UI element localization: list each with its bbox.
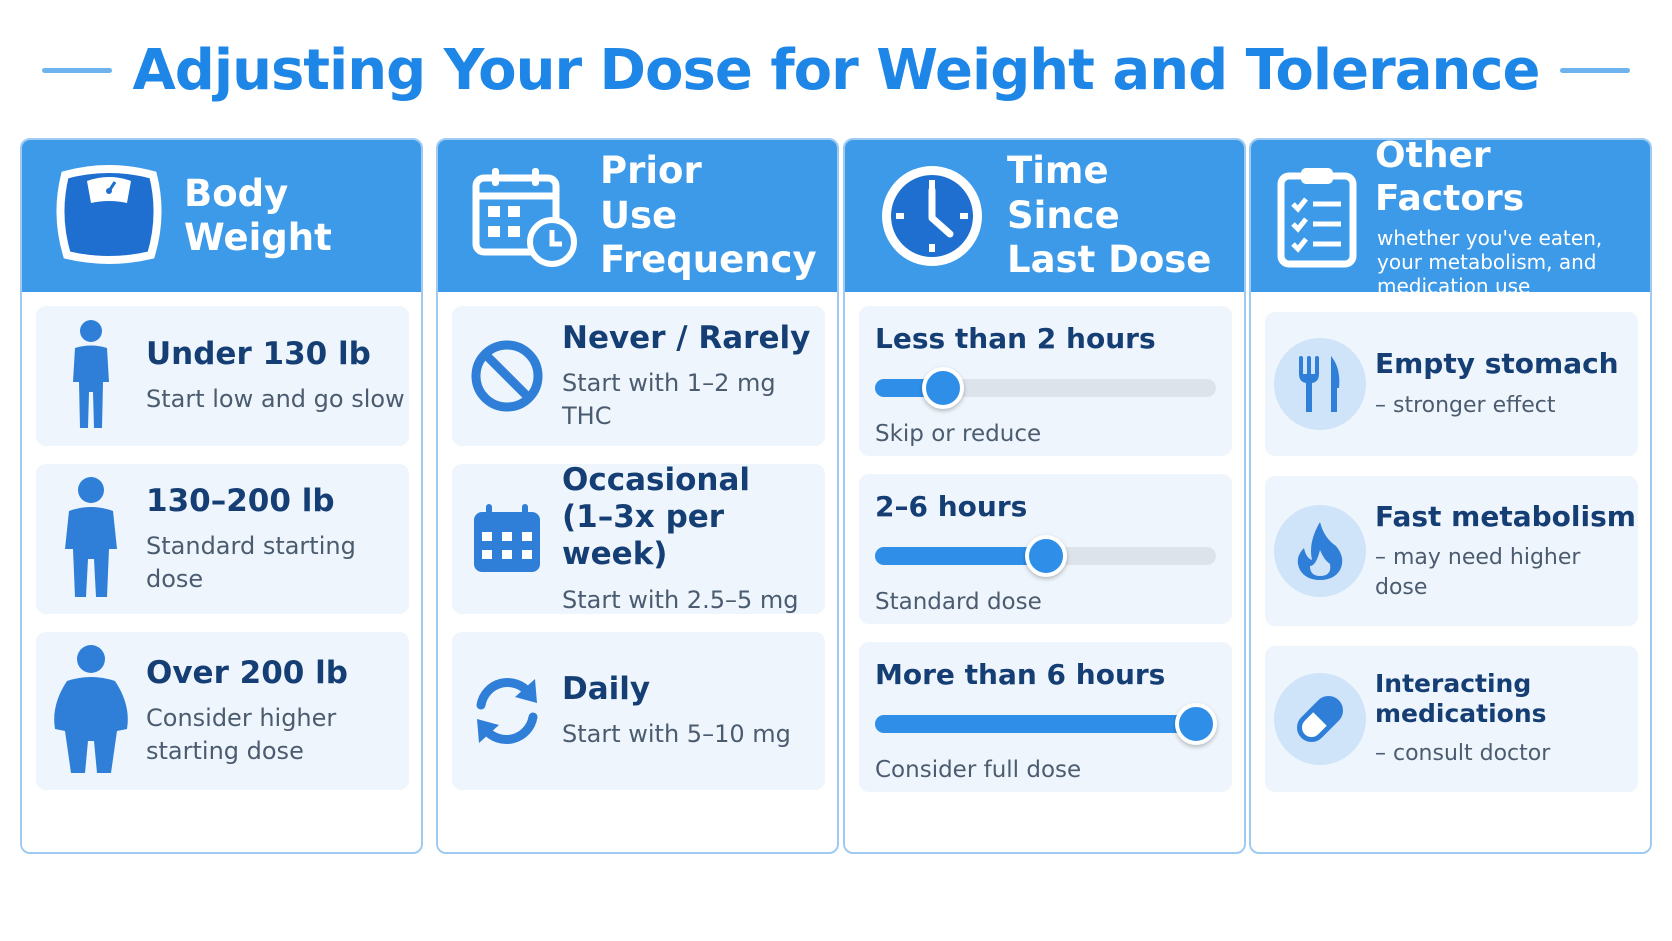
frequency-guidance: Start with 1–2 mg THC — [562, 369, 776, 430]
fork-knife-icon — [1274, 338, 1366, 430]
weight-guidance: Standard starting dose — [146, 532, 356, 593]
frequency-guidance: Start with 5–10 mg — [562, 720, 791, 749]
refresh-icon — [452, 671, 562, 751]
time-slider-track — [875, 535, 1216, 577]
weight-guidance: Start low and go slow — [146, 385, 405, 414]
weight-card-over-200: Over 200 lb Consider higher starting dos… — [36, 632, 409, 790]
factor-label: Fast metabolism — [1375, 499, 1636, 533]
column-body-weight: Body Weight Under 130 lb Start low and g… — [20, 138, 423, 854]
time-slider-track — [875, 367, 1216, 409]
factor-card-empty-stomach: Empty stomach – stronger effect — [1265, 312, 1638, 456]
factor-label: Interacting medications — [1375, 669, 1547, 729]
weight-card-under-130: Under 130 lb Start low and go slow — [36, 306, 409, 446]
frequency-card-occasional: Occasional (1–3x per week) Start with 2.… — [452, 462, 825, 614]
weight-guidance: Consider higher starting dose — [146, 704, 337, 765]
large-person-icon — [36, 645, 146, 777]
clock-icon — [867, 151, 997, 281]
time-card-under-2h: Less than 2 hours Skip or reduce — [859, 306, 1232, 456]
pill-circle — [1265, 673, 1375, 765]
time-slider-knob — [922, 367, 964, 409]
column-title: Prior Use Frequency — [600, 149, 817, 282]
clipboard-checklist-icon — [1269, 151, 1365, 281]
frequency-card-never: Never / Rarely Start with 1–2 mg THC — [452, 306, 825, 446]
column-header: Time Since Last Dose — [845, 140, 1244, 292]
time-slider-fill — [875, 715, 1196, 733]
weight-range-label: Over 200 lb — [146, 655, 348, 692]
time-card-over-6h: More than 6 hours Consider full dose — [859, 642, 1232, 792]
time-guidance: Skip or reduce — [875, 421, 1042, 447]
factor-card-interacting-medications: Interacting medications – consult doctor — [1265, 646, 1638, 792]
frequency-guidance: Start with 2.5–5 mg — [562, 585, 799, 614]
slim-person-icon — [36, 320, 146, 432]
column-time-since-last-dose: Time Since Last Dose Less than 2 hours S… — [843, 138, 1246, 854]
prohibited-icon — [452, 338, 562, 414]
time-range-label: More than 6 hours — [875, 658, 1166, 691]
title-row: Adjusting Your Dose for Weight and Toler… — [0, 30, 1672, 110]
column-header: Body Weight — [22, 140, 421, 292]
weight-range-label: Under 130 lb — [146, 336, 371, 373]
factor-card-fast-metabolism: Fast metabolism – may need higher dose — [1265, 476, 1638, 626]
page-title: Adjusting Your Dose for Weight and Toler… — [132, 37, 1540, 103]
time-card-2-6h: 2–6 hours Standard dose — [859, 474, 1232, 624]
scale-icon — [44, 151, 174, 281]
frequency-label: Daily — [562, 671, 651, 708]
time-range-label: Less than 2 hours — [875, 322, 1156, 355]
column-other-factors: Other Factors whether you've eaten, your… — [1249, 138, 1652, 854]
column-title: Time Since Last Dose — [1007, 149, 1212, 282]
time-slider-fill — [875, 547, 1046, 565]
time-guidance: Standard dose — [875, 589, 1042, 615]
column-header: Prior Use Frequency — [438, 140, 837, 292]
time-slider-knob — [1175, 703, 1217, 745]
time-slider-track — [875, 703, 1217, 745]
frequency-label: Occasional (1–3x per week) — [562, 462, 751, 573]
fork-knife-circle — [1265, 338, 1375, 430]
time-guidance: Consider full dose — [875, 757, 1082, 783]
weight-card-130-200: 130–200 lb Standard starting dose — [36, 464, 409, 614]
title-line-left — [42, 67, 113, 73]
calendar-clock-icon — [460, 151, 590, 281]
frequency-label: Never / Rarely — [562, 320, 811, 357]
title-line-right — [1559, 67, 1630, 73]
factor-guidance: – may need higher dose — [1375, 545, 1581, 600]
column-title: Body Weight — [184, 171, 332, 259]
column-header: Other Factors whether you've eaten, your… — [1251, 138, 1650, 298]
flame-icon — [1274, 505, 1366, 597]
factor-label: Empty stomach — [1375, 347, 1619, 381]
column-title: Other Factors — [1375, 138, 1525, 219]
column-prior-use: Prior Use Frequency Never / Rarely Start… — [436, 138, 839, 854]
column-subtitle: whether you've eaten, your metabolism, a… — [1377, 226, 1603, 299]
factor-guidance: – consult doctor — [1375, 741, 1551, 767]
weight-range-label: 130–200 lb — [146, 483, 335, 520]
flame-circle — [1265, 505, 1375, 597]
medium-person-icon — [36, 477, 146, 601]
calendar-icon — [452, 502, 562, 576]
time-range-label: 2–6 hours — [875, 490, 1028, 523]
pill-icon — [1274, 673, 1366, 765]
time-slider-knob — [1025, 535, 1067, 577]
frequency-card-daily: Daily Start with 5–10 mg — [452, 632, 825, 790]
factor-guidance: – stronger effect — [1375, 392, 1556, 418]
